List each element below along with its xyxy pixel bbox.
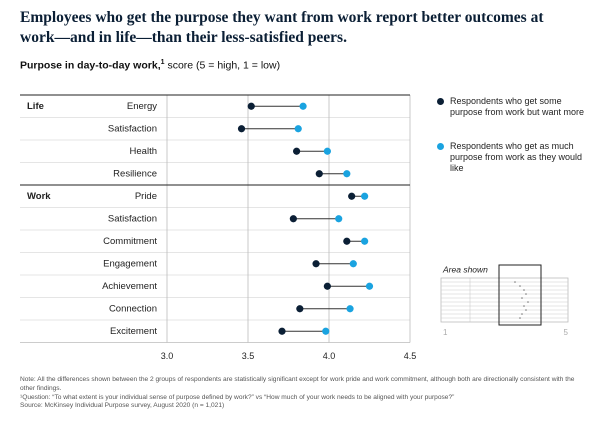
group-label: Life <box>27 101 44 112</box>
dot <box>323 147 331 155</box>
note: Note: All the differences shown between … <box>20 376 575 392</box>
dot <box>361 192 369 200</box>
dot <box>294 125 302 133</box>
dot <box>315 170 323 178</box>
dot <box>349 260 357 268</box>
title: Employees who get the purpose they want … <box>20 9 544 46</box>
x-tick-label: 3.0 <box>161 351 174 361</box>
category-label: Satisfaction <box>108 213 157 224</box>
inset-title: Area shown <box>442 264 488 274</box>
category-label: Energy <box>127 101 157 112</box>
notes: Note: All the differences shown between … <box>20 376 585 411</box>
dot <box>312 260 320 268</box>
category-label: Resilience <box>113 168 157 179</box>
dot <box>361 237 369 245</box>
category-label: Connection <box>109 303 157 314</box>
dot <box>323 282 331 290</box>
note: Source: McKinsey Individual Purpose surv… <box>20 402 225 410</box>
dot <box>278 327 286 335</box>
legend-label: Respondents who get some purpose from wo… <box>450 96 585 117</box>
dot <box>289 215 297 223</box>
category-label: Health <box>130 146 157 157</box>
dot <box>296 305 304 313</box>
dot <box>343 237 351 245</box>
subtitle: Purpose in day-to-day work,1 score (5 = … <box>20 59 280 72</box>
dot <box>343 170 351 178</box>
inset-highlight <box>498 264 542 326</box>
x-tick-label: 3.5 <box>242 351 255 361</box>
category-label: Pride <box>135 191 157 202</box>
x-tick-label: 4.5 <box>404 351 417 361</box>
dot <box>247 102 255 110</box>
category-label: Excitement <box>110 326 157 337</box>
dot <box>322 327 330 335</box>
category-label: Satisfaction <box>108 123 157 134</box>
dot <box>335 215 343 223</box>
inset-min: 1 <box>443 328 448 337</box>
legend-item: Respondents who get some purpose from wo… <box>437 96 588 118</box>
note: ¹Question: “To what extent is your indiv… <box>20 393 455 401</box>
legend-swatch <box>437 143 444 150</box>
dot <box>293 147 301 155</box>
legend-swatch <box>437 98 444 105</box>
dot <box>346 305 354 313</box>
group-label: Work <box>27 191 51 202</box>
inset-max: 5 <box>564 328 569 337</box>
dot <box>365 282 374 290</box>
x-tick-label: 4.0 <box>323 351 336 361</box>
dot <box>237 125 246 133</box>
dot <box>299 102 307 110</box>
subtitle-bold: Purpose in day-to-day work, <box>20 59 161 72</box>
subtitle-note-ref: 1 <box>160 59 165 66</box>
inset-rows <box>441 278 568 322</box>
inset: Area shown 1 5 <box>440 264 569 337</box>
inset-dots <box>514 281 529 319</box>
category-label: Engagement <box>103 258 157 269</box>
dot <box>348 192 356 200</box>
legend-label: Respondents who get as much purpose from… <box>450 141 583 173</box>
subtitle-rest: score (5 = high, 1 = low) <box>167 59 281 72</box>
legend-item: Respondents who get as much purpose from… <box>437 141 588 174</box>
inset-frame <box>440 277 569 323</box>
category-label: Commitment <box>103 236 157 247</box>
category-label: Achievement <box>102 281 157 292</box>
